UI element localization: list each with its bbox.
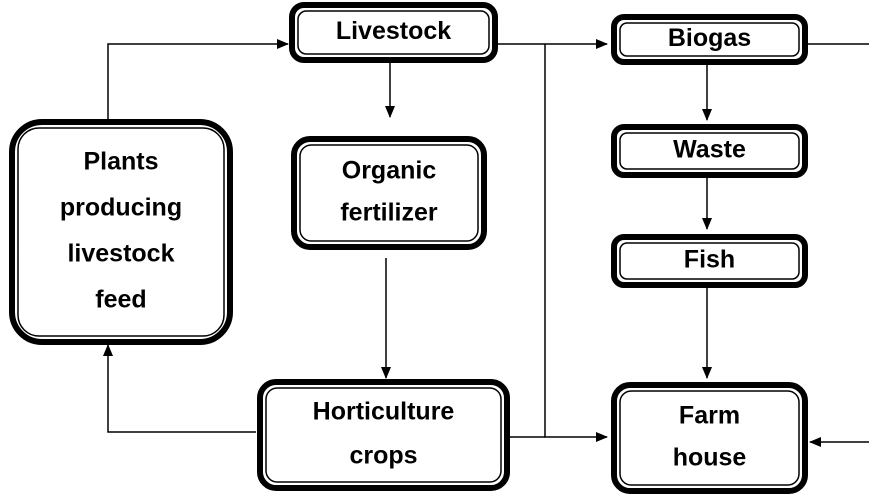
node: Plants producing livestock feed — [9, 119, 233, 345]
connectors — [103, 39, 869, 447]
arrow — [103, 344, 256, 433]
node-inner-border — [265, 387, 502, 483]
node-border — [611, 382, 808, 494]
node-label: feed — [95, 286, 146, 314]
node-border — [9, 119, 233, 345]
node-label: Livestock — [336, 17, 451, 45]
node-label: house — [673, 444, 747, 472]
node-inner-border — [619, 22, 800, 57]
node-label: Farm — [679, 402, 740, 430]
node: Fish — [611, 234, 808, 288]
node-label: Horticulture — [313, 398, 455, 426]
node-label: producing — [60, 194, 182, 222]
node-label: Waste — [673, 136, 746, 164]
node-label: Plants — [83, 148, 158, 176]
arrow — [107, 39, 289, 120]
node: Horticulture crops — [257, 379, 510, 491]
node-inner-border — [297, 10, 490, 55]
node: Biogas — [611, 14, 808, 65]
node-label: Biogas — [668, 24, 751, 52]
node-border — [611, 14, 808, 65]
node-label: Organic — [342, 157, 437, 185]
node-border — [257, 379, 510, 491]
node-border — [289, 2, 498, 63]
arrow — [544, 44, 608, 442]
node-label: crops — [349, 442, 417, 470]
node-inner-border — [17, 127, 225, 337]
node-inner-border — [299, 144, 479, 242]
node: Organic fertilizer — [291, 136, 487, 250]
node: Livestock — [289, 2, 498, 63]
node-label: Fish — [684, 246, 735, 274]
node-inner-border — [619, 390, 800, 486]
node-label: fertilizer — [340, 199, 438, 227]
node: Waste — [611, 124, 808, 178]
node-inner-border — [619, 242, 800, 280]
node-border — [611, 124, 808, 178]
node-label: livestock — [67, 240, 174, 268]
node-border — [611, 234, 808, 288]
node: Farm house — [611, 382, 808, 494]
node-border — [291, 136, 487, 250]
node-inner-border — [619, 132, 800, 170]
